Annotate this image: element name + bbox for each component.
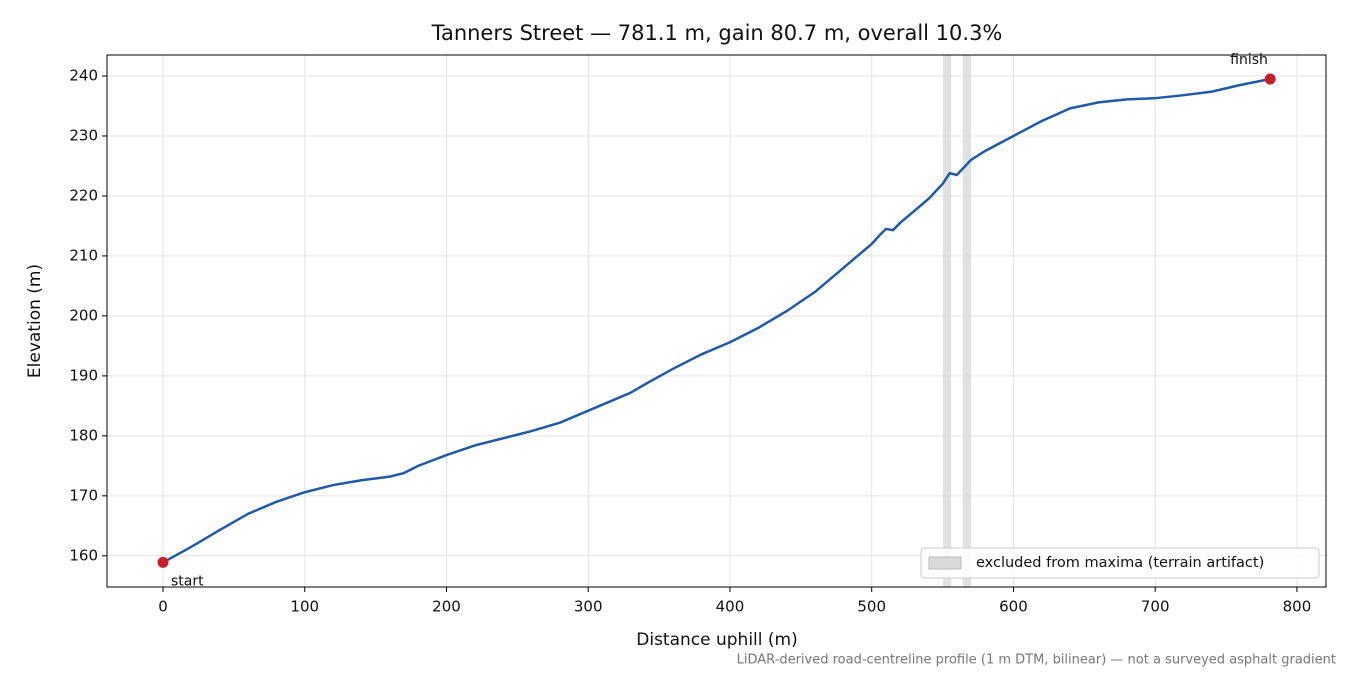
x-tick-label: 600 — [999, 598, 1028, 616]
y-tick-label: 170 — [69, 486, 98, 504]
y-axis-label: Elevation (m) — [25, 264, 45, 378]
x-tick-label: 400 — [716, 598, 745, 616]
legend-label: excluded from maxima (terrain artifact) — [976, 555, 1264, 571]
x-tick-label: 800 — [1283, 598, 1312, 616]
y-tick-label: 230 — [69, 126, 98, 144]
endpoint-marker — [157, 556, 169, 568]
x-tick-label: 300 — [574, 598, 603, 616]
y-tick-label: 220 — [69, 186, 98, 204]
y-tick-label: 160 — [69, 546, 98, 564]
excluded-span — [943, 55, 952, 587]
footnote: LiDAR-derived road-centreline profile (1… — [737, 653, 1336, 668]
legend-swatch — [928, 556, 962, 570]
y-tick-label: 190 — [69, 366, 98, 384]
x-axis-label: Distance uphill (m) — [636, 630, 797, 650]
y-tick-label: 210 — [69, 246, 98, 264]
chart-title: Tanners Street — 781.1 m, gain 80.7 m, o… — [431, 21, 1003, 45]
x-tick-label: 200 — [432, 598, 461, 616]
excluded-span — [962, 55, 971, 587]
x-tick-label: 700 — [1141, 598, 1170, 616]
y-tick-label: 240 — [69, 66, 98, 84]
y-tick-label: 200 — [69, 306, 98, 324]
endpoint-label: finish — [1230, 52, 1268, 68]
endpoint-label: start — [171, 573, 204, 589]
legend-box — [920, 547, 1320, 579]
elevation-line — [162, 77, 1271, 564]
x-tick-label: 100 — [290, 598, 319, 616]
plot-frame — [106, 54, 1327, 588]
x-tick-label: 500 — [857, 598, 886, 616]
y-tick-label: 180 — [69, 426, 98, 444]
endpoint-marker — [1264, 73, 1276, 85]
x-tick-label: 0 — [158, 598, 168, 616]
